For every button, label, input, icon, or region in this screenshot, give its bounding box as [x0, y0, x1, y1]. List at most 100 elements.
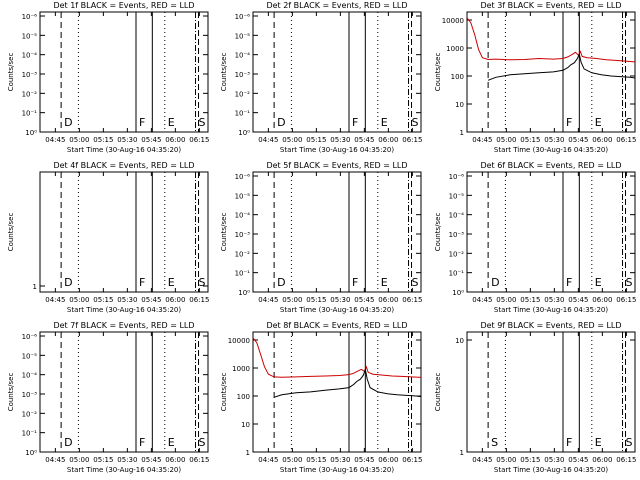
y-axis-label: Counts/sec — [434, 213, 442, 252]
time-marker-label: F — [566, 276, 572, 289]
y-tick-label: 1 — [33, 283, 37, 291]
y-tick-label: 10⁻⁴ — [22, 372, 38, 380]
x-tick-label: 06:00 — [378, 296, 398, 304]
x-tick-label: 05:45 — [568, 136, 588, 144]
x-tick-label: 04:45 — [258, 456, 278, 464]
time-marker-label: F — [352, 276, 358, 289]
x-tick-label: 06:15 — [189, 456, 209, 464]
x-tick-label: 05:00 — [69, 136, 89, 144]
x-tick-label: 04:45 — [472, 296, 492, 304]
x-tick-label: 05:00 — [282, 136, 302, 144]
x-tick-label: 05:00 — [69, 296, 89, 304]
time-marker-label: E — [168, 276, 175, 289]
y-tick-label: 10⁻¹ — [235, 270, 251, 278]
y-tick-label: 10⁰ — [452, 289, 464, 297]
x-tick-label: 05:45 — [141, 456, 161, 464]
x-tick-label: 05:30 — [544, 136, 564, 144]
x-tick-label: 05:00 — [496, 296, 516, 304]
y-tick-label: 10⁰ — [238, 129, 250, 137]
x-tick-label: 05:30 — [330, 456, 350, 464]
time-marker-label: S — [412, 276, 419, 289]
y-axis-label: Counts/sec — [7, 213, 15, 252]
y-axis-label: Counts/sec — [434, 373, 442, 412]
x-tick-label: 05:45 — [141, 296, 161, 304]
plot-frame — [39, 171, 209, 293]
y-tick-label: 10⁻³ — [22, 391, 38, 399]
x-axis-label: Start Time (30-Aug-16 04:35:20) — [67, 306, 181, 314]
detector-panel-3: Det 3f BLACK = Events, RED = LLD 04:45 05:… — [434, 1, 636, 154]
x-tick-label: 04:45 — [472, 456, 492, 464]
x-tick-label: 06:00 — [592, 136, 612, 144]
x-axis-label: Start Time (30-Aug-16 04:35:20) — [494, 466, 608, 474]
x-tick-label: 05:15 — [306, 296, 326, 304]
y-tick-label: 10⁻⁴ — [22, 52, 38, 60]
plot-frame — [466, 11, 636, 133]
panel-title: Det 9f BLACK = Events, RED = LLD — [480, 321, 621, 330]
panel-title: Det 3f BLACK = Events, RED = LLD — [480, 1, 621, 10]
y-tick-label: 10⁰ — [25, 449, 37, 457]
x-tick-label: 05:45 — [354, 456, 374, 464]
x-tick-label: 05:45 — [568, 456, 588, 464]
y-tick-label: 10⁻⁶ — [235, 173, 251, 181]
panel-title: Det 4f BLACK = Events, RED = LLD — [53, 161, 194, 170]
detector-panel-1: Det 1f BLACK = Events, RED = LLD 04:45 05:… — [7, 1, 209, 154]
x-tick-label: 05:30 — [544, 296, 564, 304]
y-tick-label: 10⁻³ — [22, 71, 38, 79]
events-series-line — [487, 52, 636, 81]
x-tick-label: 05:00 — [496, 136, 516, 144]
y-tick-label: 10⁻⁴ — [235, 212, 251, 220]
y-tick-label: 10⁻⁴ — [235, 52, 251, 60]
time-marker-label: E — [168, 116, 175, 129]
y-tick-label: 10⁰ — [238, 289, 250, 297]
plot-frame — [39, 11, 209, 133]
plot-frame — [252, 331, 422, 453]
time-marker-label: F — [139, 276, 145, 289]
y-tick-label: 10⁻⁶ — [22, 333, 38, 341]
plot-frame — [252, 171, 422, 293]
x-tick-label: 04:45 — [45, 136, 65, 144]
x-tick-label: 06:00 — [378, 456, 398, 464]
detector-panel-9: Det 9f BLACK = Events, RED = LLD 04:45 05:… — [434, 321, 636, 474]
y-axis-label: Counts/sec — [7, 53, 15, 92]
detector-panel-6: Det 6f BLACK = Events, RED = LLD 04:45 05:… — [434, 161, 636, 314]
time-marker-label: F — [139, 436, 145, 449]
y-axis-label: Counts/sec — [220, 213, 228, 252]
y-tick-label: 100 — [451, 73, 464, 81]
y-tick-label: 10⁻⁵ — [22, 32, 38, 40]
y-tick-label: 10 — [455, 101, 464, 109]
y-tick-label: 10⁻³ — [449, 231, 465, 239]
x-tick-label: 06:15 — [189, 136, 209, 144]
x-tick-label: 05:15 — [306, 456, 326, 464]
time-marker-label: E — [381, 276, 388, 289]
time-marker-label: D — [64, 116, 72, 129]
y-axis-label: Counts/sec — [7, 373, 15, 412]
x-tick-label: 06:00 — [165, 136, 185, 144]
detector-panel-2: Det 2f BLACK = Events, RED = LLD 04:45 05:… — [220, 1, 422, 154]
y-tick-label: 1 — [460, 129, 464, 137]
y-tick-label: 10⁻² — [235, 90, 251, 98]
plot-frame — [252, 11, 422, 133]
y-tick-label: 10000 — [228, 337, 250, 345]
y-tick-label: 10⁻¹ — [22, 110, 38, 118]
time-marker-label: D — [277, 276, 285, 289]
time-marker-label: S — [412, 116, 419, 129]
x-tick-label: 05:30 — [117, 456, 137, 464]
time-marker-label: E — [381, 116, 388, 129]
x-axis-label: Start Time (30-Aug-16 04:35:20) — [494, 306, 608, 314]
x-tick-label: 05:45 — [141, 136, 161, 144]
x-tick-label: 05:15 — [520, 456, 540, 464]
x-tick-label: 05:15 — [93, 296, 113, 304]
y-tick-label: 10⁻² — [22, 90, 38, 98]
lld-series-line — [466, 17, 636, 63]
y-tick-label: 10⁻² — [22, 410, 38, 418]
y-tick-label: 10⁻² — [449, 250, 465, 258]
x-tick-label: 05:45 — [354, 136, 374, 144]
y-axis-label: Counts/sec — [220, 373, 228, 412]
x-tick-label: 06:00 — [165, 456, 185, 464]
panel-title: Det 8f BLACK = Events, RED = LLD — [266, 321, 407, 330]
x-tick-label: 05:15 — [93, 456, 113, 464]
y-tick-label: 10⁻⁶ — [22, 13, 38, 21]
panel-title: Det 6f BLACK = Events, RED = LLD — [480, 161, 621, 170]
x-tick-label: 04:45 — [258, 296, 278, 304]
